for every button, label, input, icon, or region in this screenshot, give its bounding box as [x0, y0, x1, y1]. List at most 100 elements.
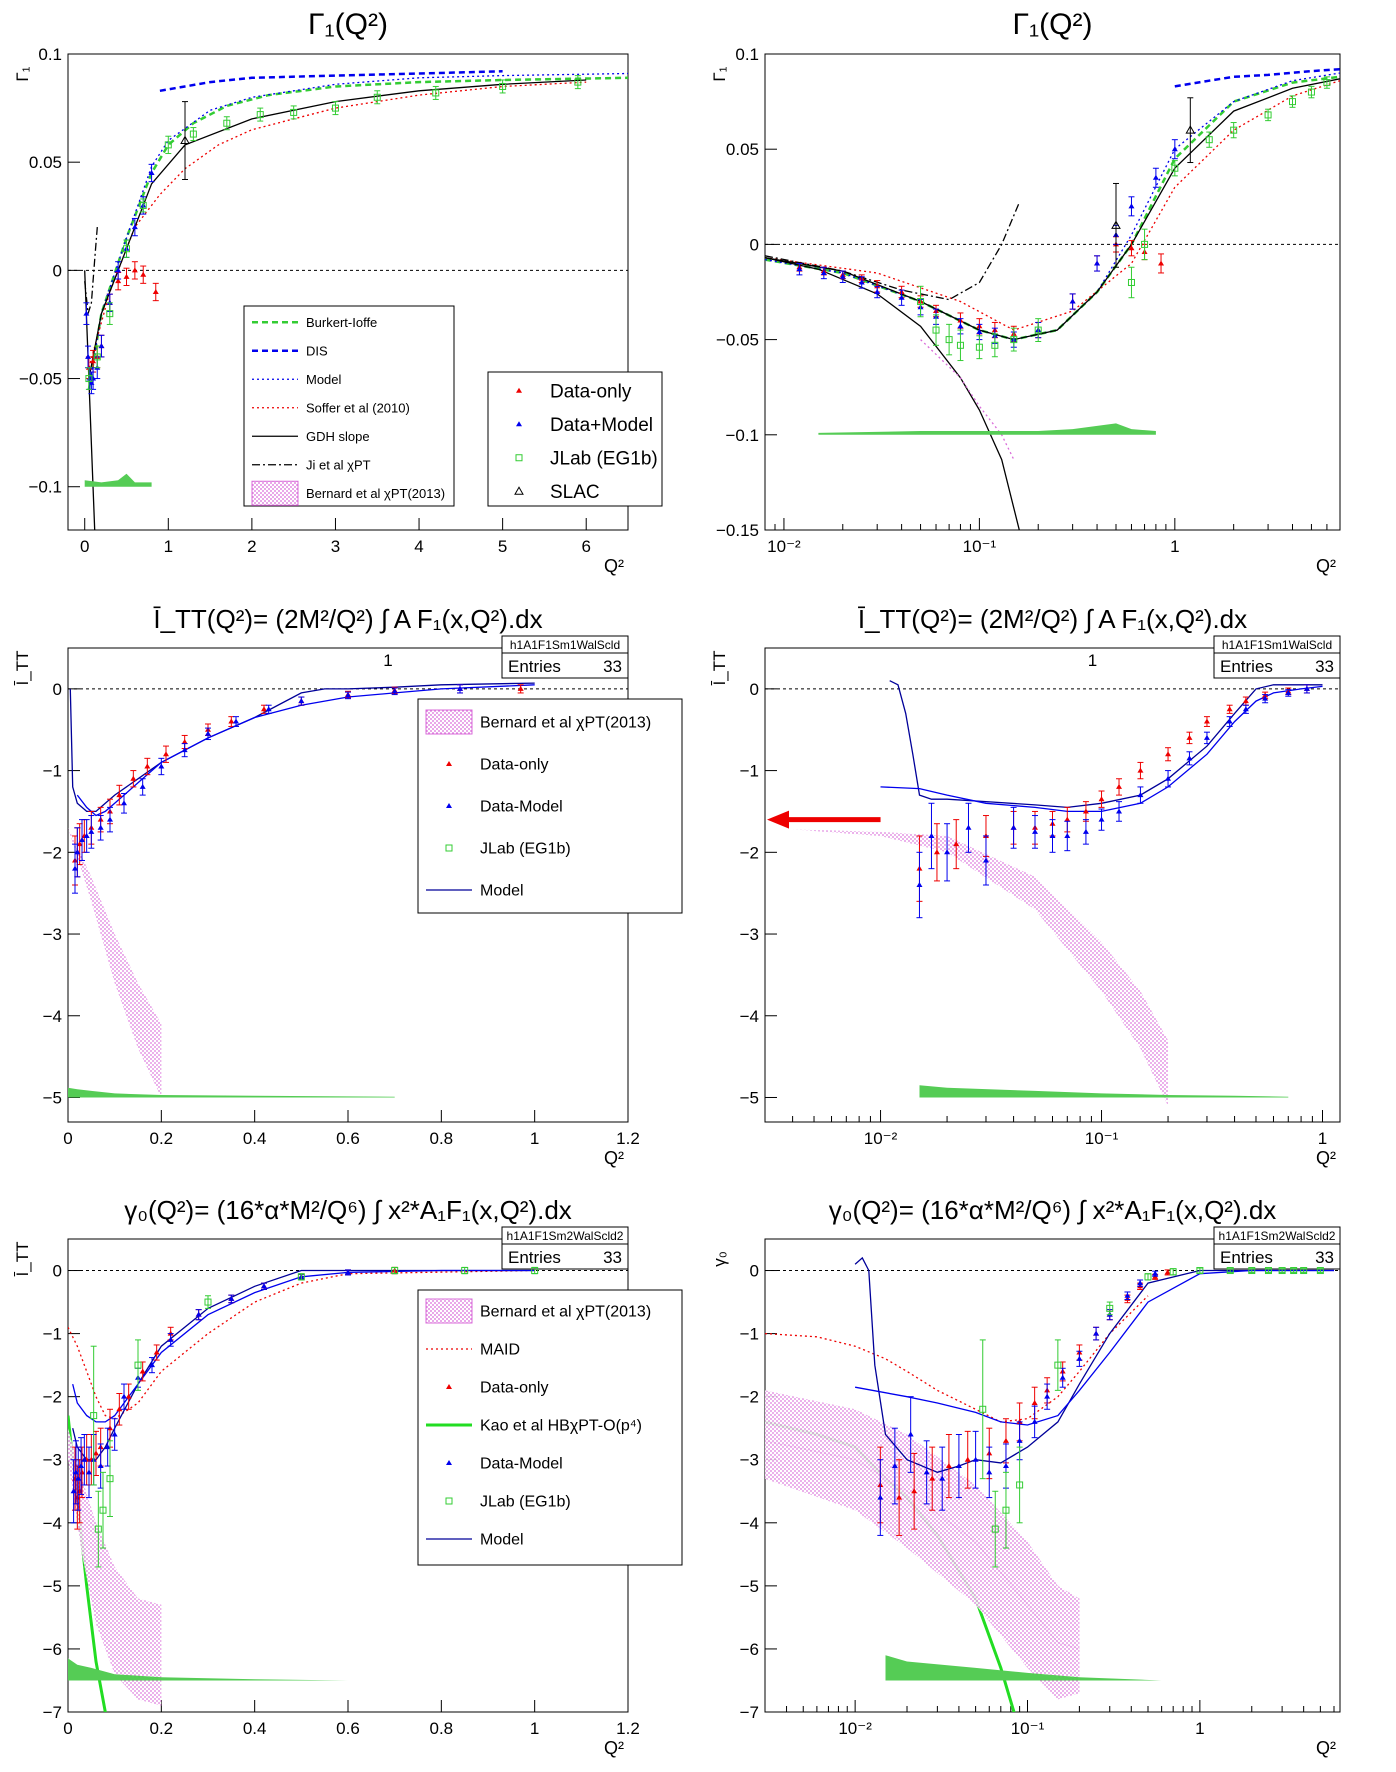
data-point	[1094, 260, 1101, 266]
data-point	[153, 1349, 160, 1355]
data-point	[83, 832, 90, 838]
chart-panel-5: −7 −6 −5 −4 −3 −2 −1 0 0 0.2 0.4 0.6 0.8 1 1.2Q² Ī_TT γ₀…	[13, 1195, 683, 1758]
data-point	[928, 832, 935, 838]
series-jlab-eg1b-	[90, 1266, 539, 1568]
legend-entry: Data-only	[516, 381, 632, 402]
data-point	[1034, 326, 1042, 334]
chart-title: γ₀(Q²)= (16*α*M²/Q⁶) ∫ x²*A₁F₁(x,Q²).dx	[829, 1195, 1277, 1225]
x-tick-label: 0.6	[336, 1719, 360, 1738]
series-data-model	[796, 139, 1178, 348]
data-point	[104, 1444, 111, 1450]
legend-label: Soffer et al (2010)	[306, 400, 410, 415]
legend-swatch	[516, 387, 522, 393]
data-point	[1264, 1267, 1272, 1275]
data-point	[1002, 1437, 1009, 1443]
data-point	[121, 800, 127, 806]
data-point	[97, 824, 104, 830]
band-area	[68, 1428, 162, 1706]
data-point	[574, 78, 582, 86]
chart-title: γ₀(Q²)= (16*α*M²/Q⁶) ∫ x²*A₁F₁(x,Q²).dx	[124, 1195, 572, 1225]
legend-swatch	[515, 454, 523, 462]
y-tick-label: −1	[740, 1325, 759, 1344]
legend-label: JLab (EG1b)	[480, 841, 571, 858]
x-tick-label: 1	[1195, 1719, 1204, 1738]
band-area	[818, 423, 1156, 435]
stats-box	[501, 1226, 629, 1270]
data-point	[139, 1368, 146, 1374]
data-point	[78, 1463, 85, 1469]
legend-label: Ji et al χPT	[306, 457, 371, 472]
data-point	[457, 685, 463, 691]
legend-entry: Model	[426, 883, 524, 900]
data-point	[907, 1431, 914, 1437]
x-tick-label: 1	[1170, 537, 1179, 556]
data-point	[90, 1412, 98, 1420]
x-axis-label: Q²	[1316, 1738, 1336, 1758]
data-point	[898, 294, 905, 300]
legend-entry: MAID	[426, 1342, 520, 1359]
data-point	[1248, 1267, 1256, 1275]
data-point	[131, 224, 138, 230]
legend-frame	[243, 305, 455, 507]
data-point	[1300, 1267, 1308, 1275]
data-point	[877, 1494, 884, 1500]
data-point	[1144, 1273, 1152, 1281]
data-point	[97, 1463, 104, 1469]
legend-box: Burkert-Ioffe DIS Model Soffer et al (2010)…	[243, 305, 455, 507]
data-point	[1059, 1374, 1066, 1380]
legend-entry: Burkert-Ioffe	[252, 315, 377, 330]
data-point	[149, 1362, 155, 1368]
data-point	[986, 1469, 993, 1475]
data-point	[1203, 734, 1210, 740]
legend-label: JLab (EG1b)	[480, 1494, 571, 1511]
legend-label: Data-only	[480, 757, 548, 774]
data-point	[939, 1475, 946, 1481]
legend-label: Data-Model	[480, 799, 563, 816]
plot-area	[83, 70, 628, 530]
legend-label: Bernard et al χPT(2013)	[480, 1304, 651, 1321]
series-systematic	[68, 1087, 395, 1098]
data-point	[1171, 146, 1178, 152]
data-point	[1290, 1267, 1298, 1275]
arrow-head	[767, 810, 789, 829]
data-point	[432, 89, 440, 97]
x-axis-label: Q²	[1316, 556, 1336, 576]
legend-label: Data-only	[480, 1380, 548, 1397]
legend-entry: Data-Model	[446, 799, 563, 816]
y-tick-label: −7	[740, 1703, 759, 1722]
data-point	[144, 763, 151, 769]
series-gdh-slope	[765, 257, 1020, 530]
data-point	[256, 111, 264, 119]
y-tick-label: −4	[740, 1514, 759, 1533]
legend-frame	[487, 371, 663, 507]
data-point	[499, 82, 507, 90]
y-axis-label: γ₀	[710, 1251, 729, 1267]
data-point	[152, 289, 159, 294]
legend-entry: JLab (EG1b)	[515, 448, 658, 469]
data-point	[181, 738, 188, 744]
data-point	[167, 1336, 174, 1342]
y-tick-label: −3	[43, 925, 62, 944]
series-slac	[1111, 97, 1196, 268]
y-axis-label: Ī_TT	[13, 1242, 32, 1277]
y-tick-label: −5	[740, 1088, 759, 1107]
data-point	[90, 358, 97, 364]
legend-label: Model	[480, 1532, 524, 1549]
y-tick-label: −3	[43, 1451, 62, 1470]
data-point	[123, 273, 130, 279]
data-point	[125, 1393, 132, 1399]
x-tick-label: 1	[1318, 1129, 1327, 1148]
series-data-model	[72, 684, 463, 894]
legend-label: DIS	[306, 343, 328, 358]
series-bernard-et-al-pt-2013-	[920, 339, 1015, 460]
data-point	[1165, 775, 1172, 781]
data-point	[189, 130, 197, 138]
legend-entry: Data-only	[446, 1380, 548, 1397]
series-jlab-eg1b-	[85, 75, 582, 390]
series-data-only	[796, 236, 1165, 343]
data-point	[115, 267, 122, 273]
data-point	[74, 849, 81, 855]
data-point	[391, 688, 398, 694]
series-burkert-ioffe	[87, 76, 628, 390]
